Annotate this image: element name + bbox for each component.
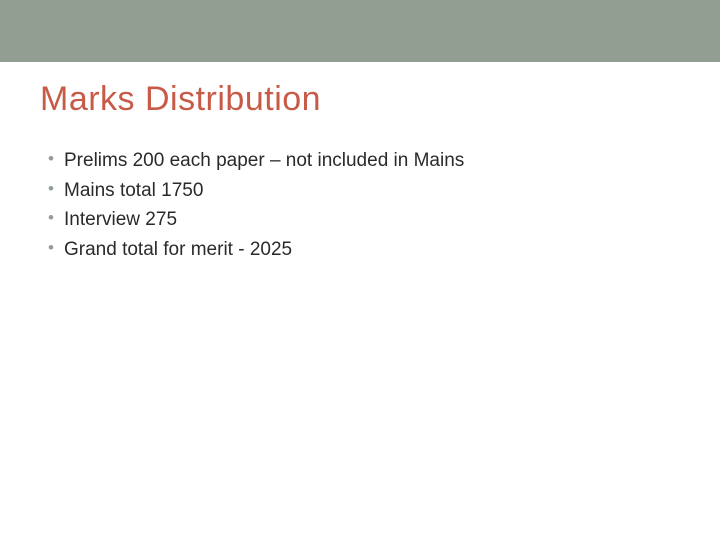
bullet-list: Prelims 200 each paper – not included in… xyxy=(40,147,680,263)
slide-content: Marks Distribution Prelims 200 each pape… xyxy=(0,62,720,263)
list-item: Grand total for merit - 2025 xyxy=(48,236,680,264)
top-banner xyxy=(0,0,720,62)
list-item: Prelims 200 each paper – not included in… xyxy=(48,147,680,175)
slide-title: Marks Distribution xyxy=(40,80,680,119)
list-item: Interview 275 xyxy=(48,206,680,234)
list-item: Mains total 1750 xyxy=(48,177,680,205)
